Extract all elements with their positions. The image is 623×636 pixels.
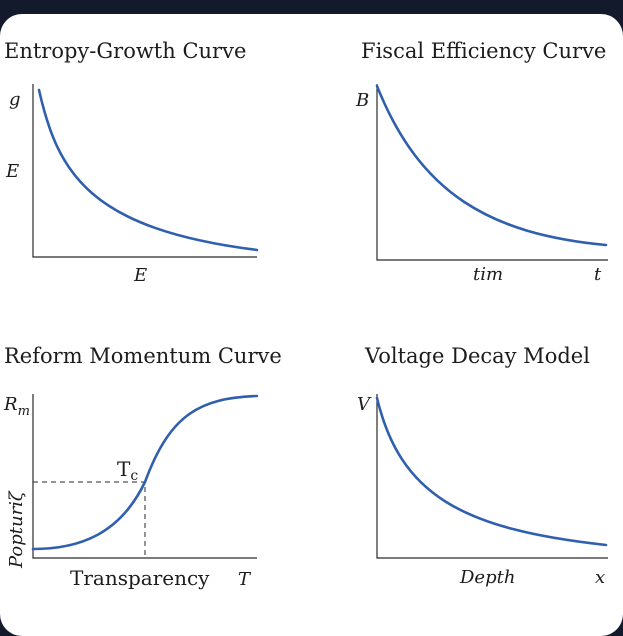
y-axis-top-label-sub: m [18,404,30,419]
y-axis-top-label: g [9,89,21,110]
panel-fiscal-efficiency: Fiscal Efficiency Curve B tim t [355,39,608,285]
threshold-point-label: Tc [117,457,138,484]
chart-card: Entropy-Growth Curve g E E Fiscal Effici… [0,14,623,636]
panel-title: Voltage Decay Model [364,344,590,368]
threshold-point-label-sub: c [130,468,138,484]
decay-curve [375,84,608,247]
y-axis-top-label-main: R [3,394,18,415]
axes [32,84,257,258]
plots-canvas: Entropy-Growth Curve g E E Fiscal Effici… [3,39,608,590]
x-axis-label: tim [473,264,503,285]
sigmoid-curve [31,394,259,551]
y-axis-top-label: Rm [3,394,30,419]
x-axis-label: Transparency [70,566,210,590]
panel-reform-momentum: Reform Momentum Curve Rm Tc Popturiζ Tra… [3,344,282,590]
threshold-guides [33,481,146,558]
y-axis-top-label: B [355,90,369,111]
decay-curve [375,396,608,547]
y-axis-top-label: V [357,394,372,415]
axes [376,394,608,559]
x-axis-label: Depth [459,567,515,588]
x-axis-end-label: t [594,264,602,285]
x-axis-end-label: x [595,567,605,588]
x-axis-label: E [133,265,147,286]
panel-title: Reform Momentum Curve [4,344,282,368]
y-axis-side-label: Popturiζ [6,490,27,569]
panel-voltage-decay: Voltage Decay Model V Depth x [357,344,608,588]
y-axis-label: E [5,161,19,182]
decay-curve [37,88,259,252]
x-axis-end-label: T [238,569,252,590]
threshold-point-label-main: T [117,457,131,481]
axes [32,394,257,559]
panel-entropy-growth: Entropy-Growth Curve g E E [4,39,259,286]
panel-title: Entropy-Growth Curve [4,39,246,63]
panel-title: Fiscal Efficiency Curve [361,39,606,63]
axes [376,84,608,261]
